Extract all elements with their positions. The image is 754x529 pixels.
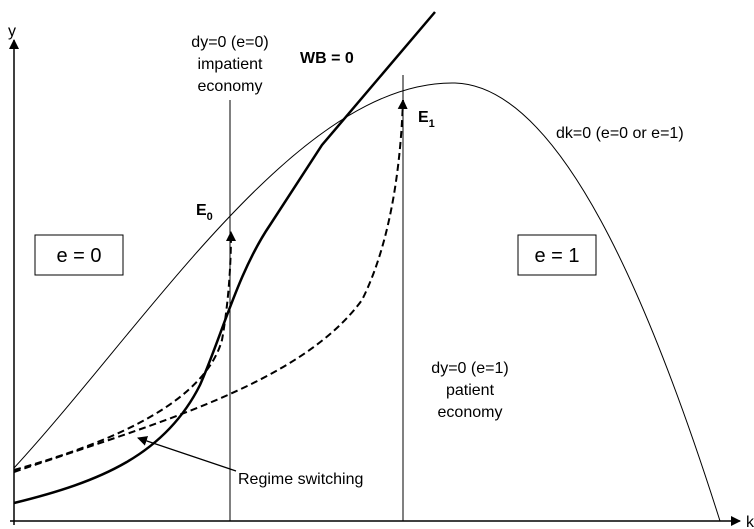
regime-label: e = 0 [56, 245, 101, 267]
wb-label: WB = 0 [300, 50, 354, 67]
dk-curve [13, 82, 721, 522]
annotation-arrow [137, 436, 237, 472]
patient-condition: dy=0 (e=1) [431, 360, 508, 377]
path-to-e0 [13, 231, 236, 471]
impatient-noun: economy [198, 78, 263, 95]
regime-label: e = 1 [534, 245, 579, 267]
x-axis-label: k [746, 514, 754, 529]
annotation: Regime switching [238, 471, 363, 488]
e1-subscript: 1 [429, 118, 435, 130]
path-to-e1 [13, 99, 408, 473]
wb-curve [13, 11, 436, 505]
patient-noun: economy [438, 404, 503, 421]
e1-letter: E [418, 109, 429, 126]
regime-box [34, 234, 124, 276]
impatient-type: impatient [198, 56, 263, 73]
y-axis-label: y [8, 23, 16, 40]
patient-type: patient [446, 382, 495, 399]
regime-box [517, 234, 597, 276]
e0-letter: E [196, 202, 207, 219]
dk-label: dk=0 (e=0 or e=1) [556, 125, 684, 142]
e0-label: E0 [196, 202, 213, 223]
e0-subscript: 0 [207, 211, 213, 223]
impatient-condition: dy=0 (e=0) [191, 34, 268, 51]
e1-label: E1 [418, 109, 435, 130]
